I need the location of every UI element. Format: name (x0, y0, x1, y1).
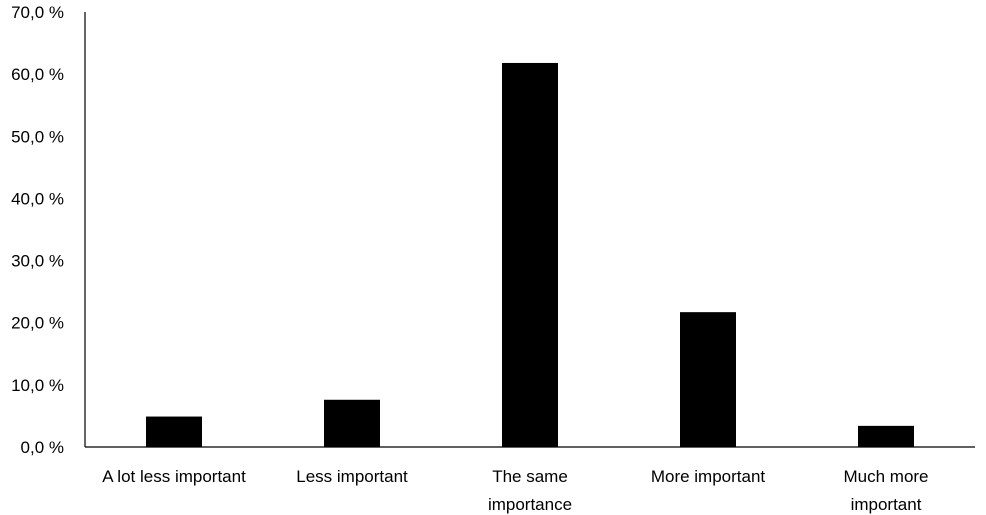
bar (858, 425, 914, 447)
y-tick-label: 20,0 % (11, 314, 64, 333)
y-tick-label: 60,0 % (11, 65, 64, 84)
y-tick-label: 30,0 % (11, 252, 64, 271)
x-category-label: importance (488, 495, 572, 514)
bar (146, 416, 202, 447)
bar (324, 399, 380, 447)
x-category-label: The same (492, 467, 568, 486)
bar (680, 312, 736, 447)
x-category-label: A lot less important (102, 467, 246, 486)
x-category-label: Much more (843, 467, 928, 486)
bar (502, 62, 558, 447)
y-tick-label: 50,0 % (11, 127, 64, 146)
x-axis-categories: A lot less important Less important The sa… (102, 467, 928, 514)
x-category-label: important (851, 495, 922, 514)
bars (146, 62, 914, 447)
y-axis-ticks: 0,0 % 10,0 % 20,0 % 30,0 % 40,0 % 50,0 % 60,0 … (11, 3, 64, 457)
y-tick-label: 10,0 % (11, 376, 64, 395)
x-category-label: Less important (296, 467, 408, 486)
x-category-label: More important (651, 467, 766, 486)
y-tick-label: 70,0 % (11, 3, 64, 22)
y-tick-label: 40,0 % (11, 189, 64, 208)
y-tick-label: 0,0 % (21, 438, 64, 457)
